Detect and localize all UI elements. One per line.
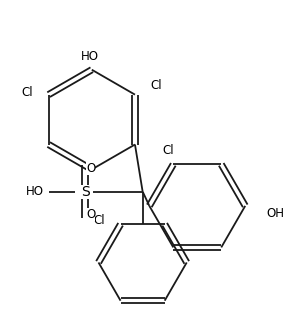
Text: O: O (86, 208, 96, 221)
Text: Cl: Cl (150, 79, 162, 92)
Text: Cl: Cl (22, 86, 33, 99)
Text: Cl: Cl (94, 214, 105, 227)
Text: HO: HO (81, 50, 99, 63)
Text: Cl: Cl (163, 144, 174, 157)
Text: O: O (86, 162, 96, 175)
Text: S: S (81, 184, 90, 198)
Text: OH: OH (266, 207, 284, 220)
Text: HO: HO (26, 185, 44, 198)
